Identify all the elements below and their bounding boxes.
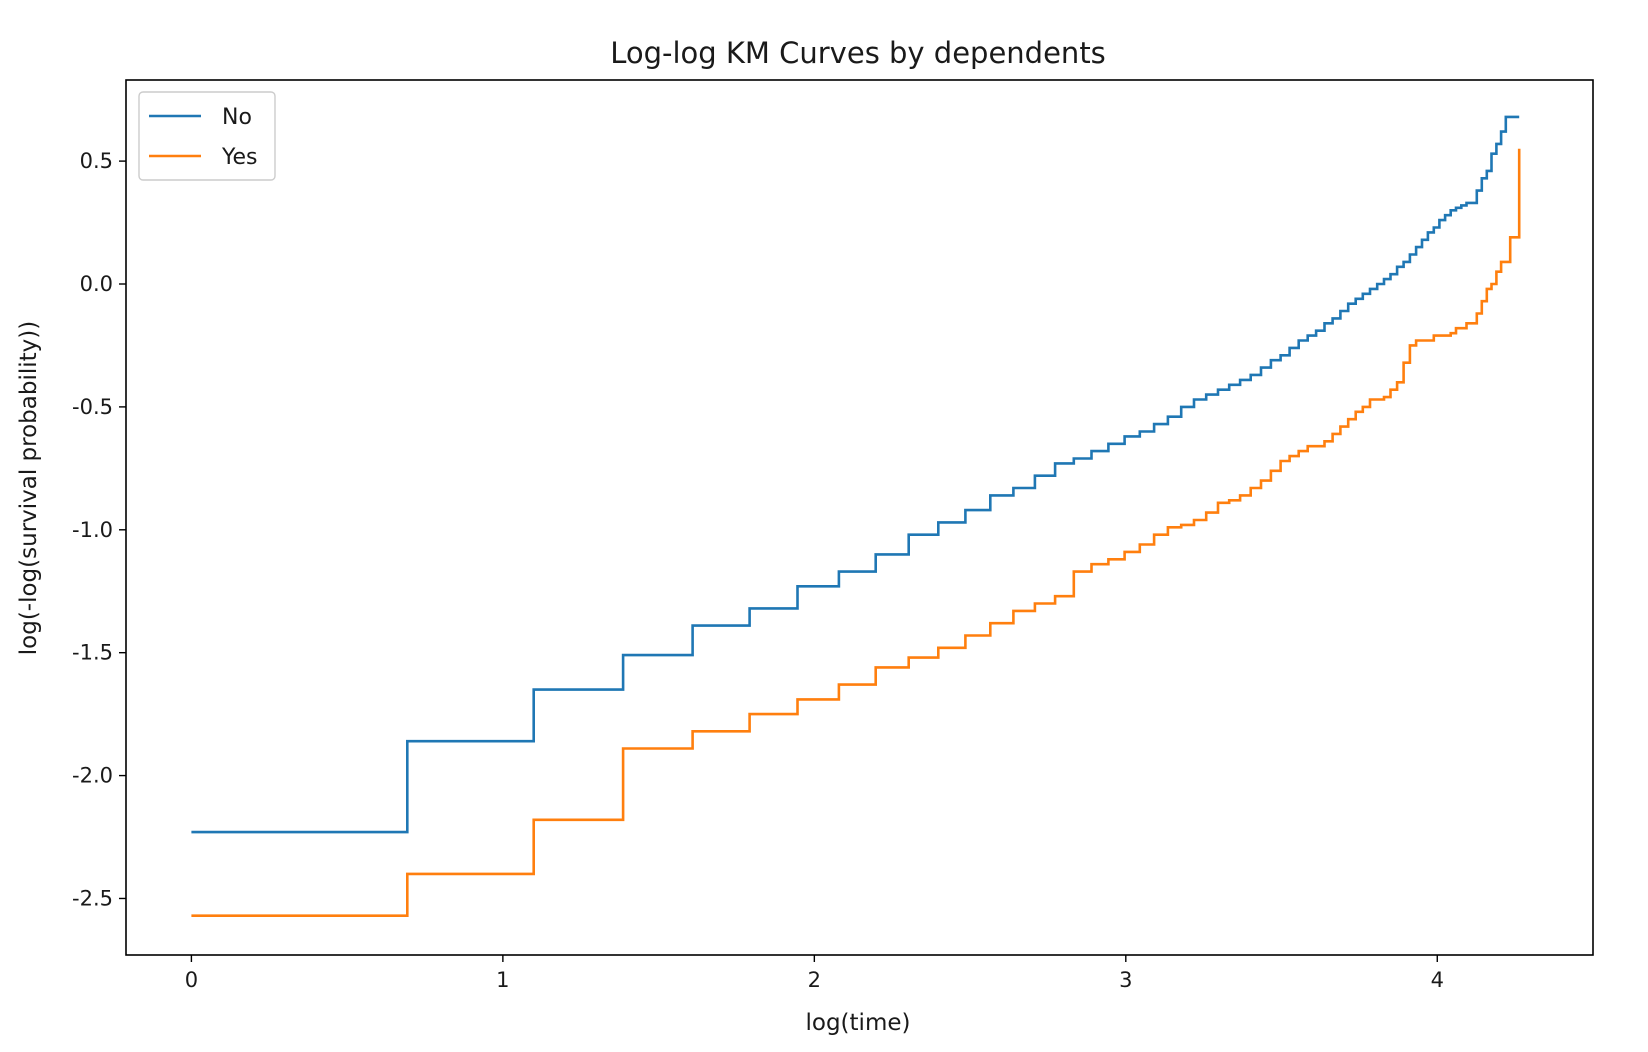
x-tick-label: 3 <box>1119 968 1132 992</box>
y-tick-label: 0.5 <box>80 149 113 173</box>
legend-label-no: No <box>222 105 252 130</box>
x-tick-label: 0 <box>185 968 198 992</box>
legend-label-yes: Yes <box>221 145 258 170</box>
x-tick-label: 2 <box>808 968 821 992</box>
y-tick-label: 0.0 <box>80 272 113 296</box>
legend-box <box>138 91 276 181</box>
y-axis-label: log(-log(survival probability)) <box>16 321 42 655</box>
series-line-no <box>191 115 1520 834</box>
y-tick-label: -1.0 <box>72 518 113 542</box>
chart-title: Log-log KM Curves by dependents <box>610 36 1106 70</box>
y-tick-label: -0.5 <box>72 395 113 419</box>
series-layer <box>191 115 1521 917</box>
legend: No Yes <box>138 91 276 181</box>
y-tick-label: -2.5 <box>72 886 113 910</box>
x-tick-label: 1 <box>496 968 509 992</box>
y-axis: 0.5 0.0 -0.5 -1.0 -1.5 -2.0 -2.5 <box>72 149 126 910</box>
y-tick-label: -2.0 <box>72 764 113 788</box>
series-line-yes <box>191 148 1521 917</box>
y-tick-label: -1.5 <box>72 641 113 665</box>
plot-area-frame <box>125 79 1594 956</box>
x-axis-label: log(time) <box>806 1010 911 1036</box>
x-axis: 0 1 2 3 4 <box>185 955 1444 992</box>
x-tick-label: 4 <box>1431 968 1444 992</box>
